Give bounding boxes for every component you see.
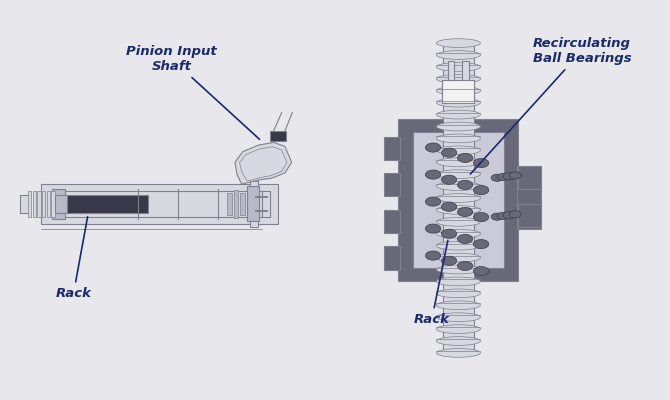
Ellipse shape bbox=[436, 229, 480, 238]
Ellipse shape bbox=[436, 110, 480, 119]
Bar bbox=[384, 173, 400, 196]
Circle shape bbox=[491, 213, 503, 220]
Circle shape bbox=[458, 153, 473, 162]
Text: Recirculating
Ball Bearings: Recirculating Ball Bearings bbox=[470, 37, 631, 174]
Ellipse shape bbox=[436, 313, 480, 322]
Bar bbox=[55, 191, 261, 217]
Bar bbox=[20, 195, 29, 213]
Ellipse shape bbox=[436, 51, 480, 59]
Ellipse shape bbox=[436, 146, 480, 155]
Ellipse shape bbox=[436, 277, 480, 286]
Circle shape bbox=[474, 212, 489, 222]
Ellipse shape bbox=[436, 206, 480, 214]
Ellipse shape bbox=[436, 301, 480, 310]
Circle shape bbox=[474, 158, 489, 168]
Ellipse shape bbox=[436, 241, 480, 250]
Ellipse shape bbox=[436, 86, 480, 95]
Circle shape bbox=[425, 224, 441, 233]
Circle shape bbox=[503, 172, 515, 180]
Circle shape bbox=[509, 211, 521, 218]
Bar bbox=[261, 191, 269, 217]
Bar bbox=[227, 193, 232, 215]
Bar bbox=[247, 186, 259, 222]
Ellipse shape bbox=[436, 158, 480, 167]
Circle shape bbox=[442, 175, 457, 184]
Text: Rack: Rack bbox=[56, 217, 91, 300]
Bar bbox=[413, 132, 504, 268]
Circle shape bbox=[442, 229, 457, 238]
Bar bbox=[384, 137, 400, 160]
Bar bbox=[55, 195, 67, 213]
Bar bbox=[442, 80, 474, 103]
Bar bbox=[462, 60, 469, 80]
Circle shape bbox=[425, 197, 441, 206]
Bar bbox=[517, 166, 541, 228]
Bar bbox=[443, 45, 474, 355]
Ellipse shape bbox=[436, 253, 480, 262]
Bar bbox=[47, 191, 50, 217]
Bar bbox=[384, 210, 400, 233]
Bar bbox=[65, 195, 148, 213]
Polygon shape bbox=[235, 142, 291, 184]
Circle shape bbox=[458, 234, 473, 244]
Bar bbox=[52, 189, 66, 219]
Circle shape bbox=[442, 202, 457, 211]
Ellipse shape bbox=[436, 265, 480, 274]
Circle shape bbox=[474, 240, 489, 249]
Circle shape bbox=[458, 261, 473, 270]
Bar bbox=[52, 191, 55, 217]
Circle shape bbox=[474, 186, 489, 195]
Ellipse shape bbox=[436, 122, 480, 131]
Bar bbox=[234, 190, 239, 218]
Circle shape bbox=[458, 207, 473, 216]
Bar bbox=[38, 191, 41, 217]
Circle shape bbox=[442, 148, 457, 157]
Bar bbox=[384, 246, 400, 270]
Bar bbox=[241, 193, 245, 215]
Circle shape bbox=[458, 180, 473, 190]
Circle shape bbox=[491, 174, 503, 181]
Bar bbox=[42, 191, 46, 217]
Circle shape bbox=[442, 256, 457, 265]
Ellipse shape bbox=[436, 348, 480, 357]
Ellipse shape bbox=[436, 74, 480, 83]
Bar bbox=[250, 180, 258, 228]
Ellipse shape bbox=[436, 337, 480, 345]
Ellipse shape bbox=[436, 62, 480, 71]
Bar bbox=[33, 191, 36, 217]
Ellipse shape bbox=[436, 218, 480, 226]
Bar bbox=[28, 191, 31, 217]
Ellipse shape bbox=[436, 98, 480, 107]
Ellipse shape bbox=[436, 289, 480, 298]
Ellipse shape bbox=[436, 39, 480, 48]
Bar bbox=[519, 204, 541, 227]
Text: Rack: Rack bbox=[414, 240, 450, 326]
Circle shape bbox=[509, 172, 521, 179]
Ellipse shape bbox=[436, 170, 480, 178]
Circle shape bbox=[474, 266, 489, 276]
Circle shape bbox=[497, 173, 509, 180]
Text: Pinion Input
Shaft: Pinion Input Shaft bbox=[126, 45, 259, 139]
Bar bbox=[269, 131, 285, 141]
Circle shape bbox=[425, 251, 441, 260]
Ellipse shape bbox=[436, 194, 480, 202]
Bar bbox=[42, 184, 278, 224]
Circle shape bbox=[497, 212, 509, 220]
Circle shape bbox=[425, 143, 441, 152]
Bar bbox=[448, 60, 454, 80]
Ellipse shape bbox=[436, 182, 480, 190]
Ellipse shape bbox=[436, 134, 480, 143]
Ellipse shape bbox=[436, 325, 480, 334]
Circle shape bbox=[503, 212, 515, 219]
Circle shape bbox=[425, 170, 441, 179]
Bar bbox=[399, 118, 519, 282]
Bar bbox=[519, 166, 541, 189]
